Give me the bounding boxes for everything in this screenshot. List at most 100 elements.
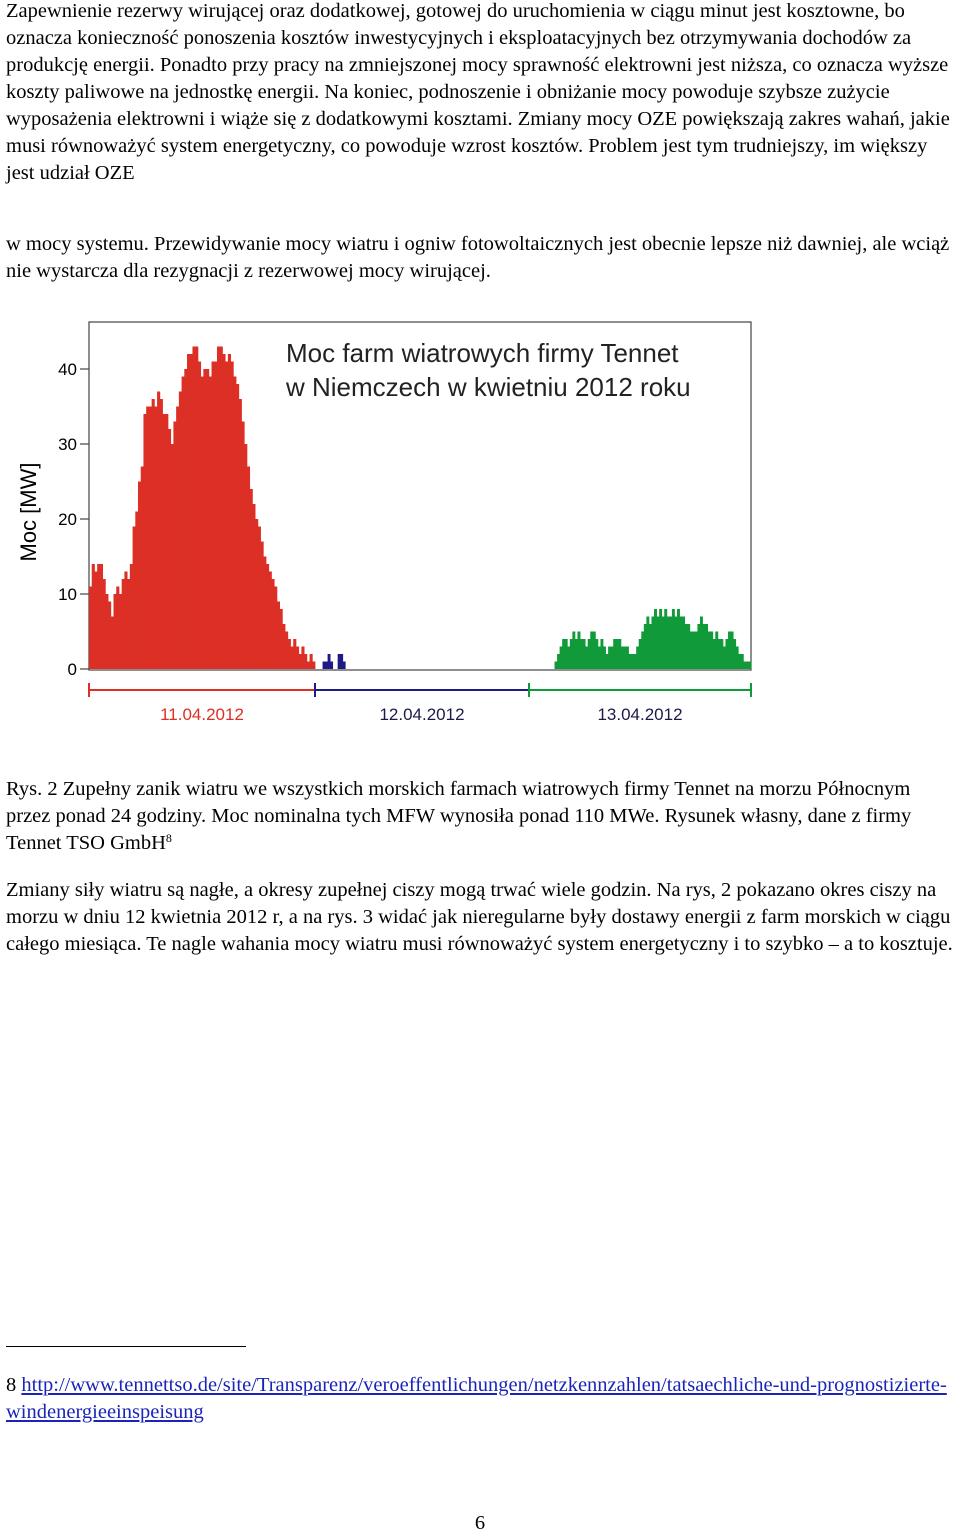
bar [569,639,573,669]
bar [717,639,721,669]
bar [244,444,248,669]
bar [211,361,215,669]
bar [615,639,619,669]
bar [295,646,300,669]
bar [255,519,259,669]
bar [651,616,655,669]
bar [192,346,196,669]
bar [208,376,212,669]
chart-title-line-1: Moc farm wiatrowych firmy Tennet [286,338,679,368]
y-tick-label: 10 [58,585,77,604]
footnote-number: 8 [6,1374,17,1396]
bar [559,646,563,669]
bar [105,594,109,669]
bar [735,646,739,669]
bar [671,609,675,669]
bar [715,631,719,669]
bar [189,354,193,669]
bar [625,646,629,669]
bar [99,564,104,669]
bar [595,639,599,669]
bar [159,399,163,669]
bar [116,586,120,669]
bar [728,631,731,669]
bar [214,361,218,669]
paragraph-3: Zmiany siły wiatru są nagłe, a okresy zu… [6,879,953,955]
chart-title-line-2: w Niemczech w kwietniu 2012 roku [285,372,691,402]
bar [659,609,663,669]
y-axis-label: Moc [MW] [16,463,41,562]
bar [641,631,645,669]
bar [165,414,169,669]
bar [342,661,346,669]
bar [195,346,199,669]
bar [628,654,632,669]
bar [666,616,670,669]
bar [554,661,558,669]
bar [97,564,101,669]
bar [148,406,153,669]
caption-footnote-ref: 8 [165,831,172,845]
bar [694,631,698,669]
day-label: 13.04.2012 [597,705,682,724]
y-tick-label: 40 [58,360,77,379]
bar [279,609,283,669]
bar [605,654,609,669]
footnote: 8 http://www.tennettso.de/site/Transpare… [6,1372,954,1426]
bar [674,616,678,669]
bar [636,646,640,669]
bar [327,654,331,669]
bar [646,616,650,669]
bar [697,624,701,669]
bar [684,624,688,669]
bar [276,601,280,669]
bar [661,616,665,669]
bar [298,654,302,669]
bar [585,646,589,669]
bar [167,429,172,669]
bar [129,564,133,669]
bar [290,646,294,669]
bar [590,631,594,669]
bar [89,586,93,669]
bar [184,369,188,669]
bar [206,369,210,669]
bar [108,601,112,669]
bar [200,376,204,669]
bar [692,631,696,669]
caption-text: Rys. 2 Zupełny zanik wiatru we wszystkic… [6,778,912,854]
y-tick-label: 20 [58,510,77,529]
day-label: 11.04.2012 [160,705,244,724]
bar [285,631,289,669]
bar [287,639,291,669]
bar [282,624,286,669]
bar [257,526,261,669]
bar [633,654,637,669]
bar [608,646,612,669]
footnote-link[interactable]: http://www.tennettso.de/site/Transparenz… [6,1374,947,1423]
day-ranges: 11.04.2012 12.04.2012 13.04.2012 [88,683,752,724]
bar [222,354,226,669]
bar [740,654,744,669]
bar [710,631,714,669]
bar [648,624,652,669]
bar [669,616,673,669]
bar [263,556,267,669]
bar [170,444,174,669]
bar [265,564,270,669]
bar [738,654,742,669]
bar [252,504,256,669]
bar [118,594,123,669]
bar [564,639,568,669]
bar [654,609,657,669]
bar [230,361,234,669]
day-label: 12.04.2012 [379,705,464,724]
bar [304,654,308,669]
bar [618,639,622,669]
bar [582,639,586,669]
bar [638,639,642,669]
bar [271,579,275,669]
bar [113,594,117,669]
bar [682,616,686,669]
bar [124,571,128,669]
